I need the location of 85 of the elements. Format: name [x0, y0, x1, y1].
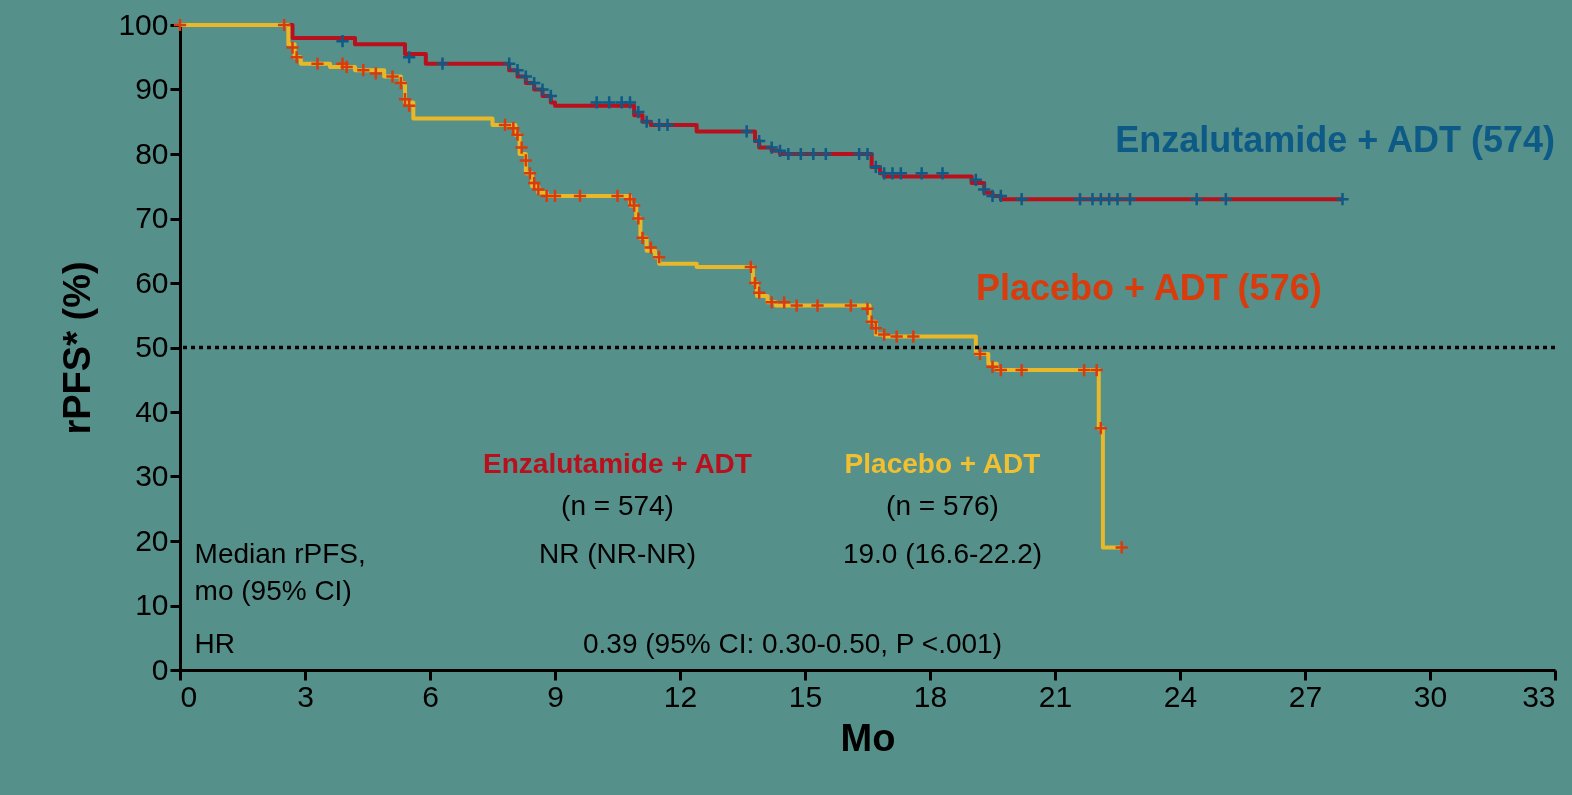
point — [589, 95, 605, 110]
y-axis-title: rPFS* (%) — [56, 261, 99, 435]
x-tick-label: 33 — [1522, 679, 1556, 713]
point — [751, 133, 767, 149]
point — [435, 56, 450, 72]
point — [860, 301, 875, 317]
x-tick-label: 18 — [913, 679, 948, 713]
x-tick-label: 9 — [547, 679, 564, 713]
x-tick-label: 12 — [663, 679, 698, 713]
annotation: Placebo + ADT — [844, 447, 1041, 479]
point — [368, 66, 384, 81]
x-tick-label: 0 — [180, 679, 198, 713]
y-tick-label: 100 — [118, 7, 169, 41]
x-tick-label: 30 — [1413, 679, 1448, 713]
annotation: 19.0 (16.6-22.2) — [842, 538, 1043, 569]
point — [355, 62, 371, 78]
y-tick-label: 30 — [135, 459, 169, 492]
point — [893, 165, 909, 181]
point — [1093, 420, 1109, 436]
point — [1122, 191, 1138, 207]
y-tick-label: 20 — [135, 523, 169, 557]
x-tick-label: 24 — [1163, 679, 1198, 713]
annotation: Enzalutamide + ADT — [483, 447, 752, 479]
point — [935, 165, 950, 181]
annotation: HR — [194, 628, 236, 660]
point — [547, 188, 563, 204]
point — [860, 146, 875, 162]
y-tick-label: 60 — [135, 265, 169, 299]
x-tick-label: 21 — [1038, 679, 1073, 713]
point — [914, 165, 930, 181]
y-tick-label: 80 — [135, 136, 169, 170]
y-tick-label: 50 — [135, 330, 169, 363]
point — [805, 146, 821, 162]
point — [793, 146, 809, 162]
point — [764, 294, 780, 310]
point — [660, 117, 675, 133]
point — [818, 146, 834, 162]
point — [1072, 191, 1088, 207]
y-tick-label: 40 — [135, 394, 169, 428]
point — [339, 59, 355, 75]
x-tick-label: 27 — [1288, 679, 1323, 713]
x-tick-label: 15 — [788, 679, 823, 713]
annotation: 0.39 (95% CI: 0.30-0.50, P <.001) — [583, 628, 1002, 660]
point — [789, 298, 805, 313]
point — [972, 346, 988, 362]
point — [1089, 362, 1105, 378]
point — [401, 49, 417, 65]
x-tick-label: 3 — [297, 679, 314, 713]
x-tick-label: 6 — [422, 679, 439, 713]
point — [776, 294, 792, 310]
point — [993, 188, 1009, 204]
point — [601, 95, 617, 110]
point — [1014, 191, 1030, 207]
annotation: (n = 574) — [561, 489, 674, 521]
y-tick-label: 10 — [135, 588, 169, 621]
annotation: (n = 576) — [886, 489, 999, 521]
y-tick-label: 0 — [151, 652, 169, 686]
point — [1114, 540, 1130, 555]
point — [1189, 191, 1205, 207]
point — [518, 153, 534, 168]
point — [1335, 191, 1350, 207]
point — [310, 56, 325, 72]
y-tick-label: 70 — [135, 201, 169, 234]
point — [1014, 362, 1030, 378]
point — [514, 140, 530, 155]
annotation: NR (NR-NR) — [538, 538, 697, 569]
point — [743, 259, 759, 275]
point — [739, 124, 755, 139]
annotation: Median rPFS, mo (95% CI) — [194, 538, 366, 606]
point — [843, 298, 859, 313]
point — [610, 188, 625, 204]
point — [1218, 191, 1234, 207]
point — [335, 33, 350, 49]
point — [630, 211, 646, 226]
point — [905, 329, 921, 344]
point — [572, 188, 588, 204]
series-label: Enzalutamide + ADT (574) — [1115, 119, 1555, 161]
point — [1076, 362, 1092, 378]
y-tick-label: 90 — [135, 72, 169, 105]
point — [889, 329, 905, 344]
point — [810, 298, 825, 313]
series-label: Placebo + ADT (576) — [975, 267, 1322, 309]
point — [276, 17, 292, 33]
point — [1110, 191, 1125, 207]
x-axis-title: Mo — [840, 716, 896, 759]
